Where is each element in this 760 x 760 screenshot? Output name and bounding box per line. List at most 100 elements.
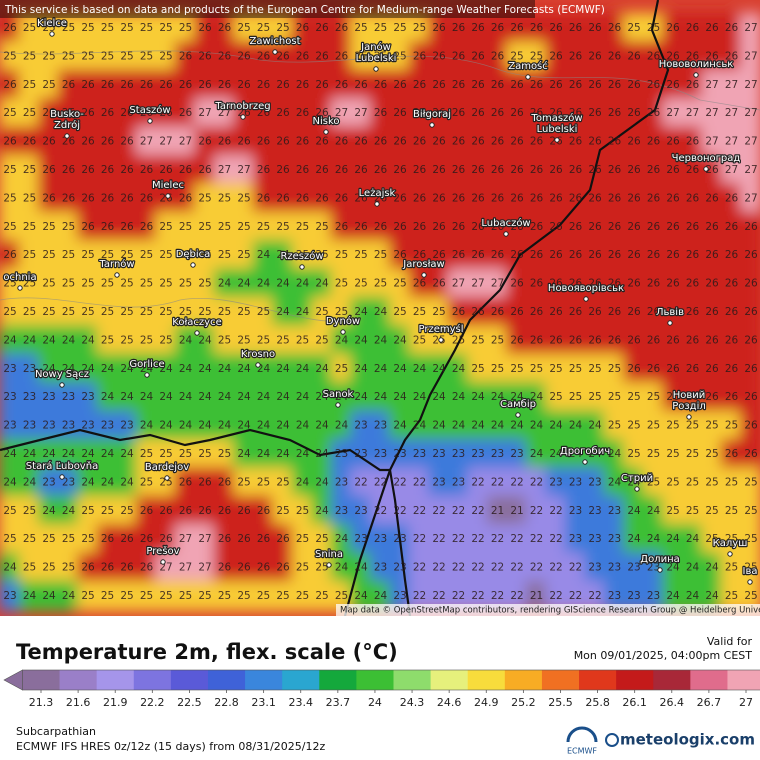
temperature-value: 24 — [354, 590, 368, 602]
temperature-value: 26 — [569, 249, 583, 261]
temperature-value: 24 — [530, 448, 544, 460]
temperature-value: 24 — [354, 334, 368, 346]
temperature-value: 27 — [744, 22, 757, 34]
temperature-value: 24 — [374, 590, 388, 602]
temperature-cell — [564, 296, 587, 328]
temperature-cell — [506, 296, 528, 328]
temperature-cell — [369, 296, 392, 328]
temperature-value: 25 — [276, 476, 289, 488]
temperature-value: 26 — [179, 79, 193, 91]
temperature-cell — [545, 154, 567, 186]
temperature-value: 25 — [257, 590, 270, 602]
temperature-cell — [720, 268, 743, 299]
brand[interactable]: meteologix.com — [620, 731, 755, 749]
temperature-value: 26 — [471, 164, 485, 176]
temperature-cell — [389, 467, 411, 498]
temperature-cell — [720, 410, 743, 441]
temperature-value: 24 — [101, 448, 115, 460]
temperature-value: 26 — [159, 505, 173, 517]
temperature-cell — [18, 296, 41, 328]
temperature-cell — [18, 580, 41, 612]
temperature-value: 23 — [452, 476, 465, 488]
temperature-value: 26 — [705, 50, 719, 62]
temperature-cell — [389, 268, 411, 299]
temperature-value: 27 — [666, 107, 679, 119]
temperature-cell — [155, 325, 177, 356]
temperature-value: 24 — [608, 476, 622, 488]
temperature-cell — [77, 467, 99, 498]
temperature-cell — [623, 325, 645, 356]
temperature-cell — [0, 211, 21, 242]
temperature-cell — [408, 325, 431, 356]
temperature-value: 26 — [491, 22, 505, 34]
temperature-value: 25 — [705, 448, 718, 460]
temperature-value: 24 — [452, 391, 466, 403]
temperature-value: 26 — [510, 164, 524, 176]
temperature-value: 25 — [315, 306, 328, 318]
temperature-cell — [252, 126, 275, 157]
temperature-cell — [701, 12, 723, 44]
temperature-value: 22 — [452, 533, 465, 545]
temperature-value: 26 — [666, 334, 680, 346]
temperature-value: 22 — [569, 590, 582, 602]
temperature-cell — [174, 552, 197, 583]
temperature-cell — [603, 410, 626, 441]
temperature-cell — [174, 467, 197, 498]
temperature-cell — [701, 296, 723, 328]
temperature-value: 26 — [588, 306, 602, 318]
temperature-value: 26 — [666, 306, 680, 318]
temperature-value: 25 — [3, 107, 16, 119]
temperature-cell — [252, 268, 275, 299]
temperature-cell — [545, 410, 567, 441]
temperature-cell — [116, 12, 138, 44]
temperature-value: 24 — [276, 306, 290, 318]
temperature-value: 26 — [608, 192, 622, 204]
temperature-value: 27 — [744, 192, 757, 204]
temperature-value: 26 — [296, 164, 310, 176]
temperature-value: 24 — [393, 391, 407, 403]
temperature-cell — [18, 325, 41, 356]
temperature-value: 25 — [744, 476, 757, 488]
temperature-value: 24 — [179, 420, 193, 432]
temperature-value: 26 — [237, 50, 251, 62]
temperature-value: 26 — [101, 221, 115, 233]
temperature-value: 25 — [140, 249, 153, 261]
colorbar-segment — [727, 670, 760, 690]
temperature-cell — [18, 268, 41, 299]
temperature-value: 22 — [374, 476, 387, 488]
temperature-value: 22 — [432, 505, 445, 517]
temperature-cell — [447, 211, 470, 242]
temperature-value: 24 — [81, 334, 95, 346]
temperature-value: 26 — [510, 22, 524, 34]
city-dot — [165, 193, 171, 199]
temperature-cell — [252, 410, 275, 441]
temperature-value: 26 — [588, 136, 602, 148]
temperature-cell — [408, 524, 431, 555]
temperature-cell — [135, 467, 158, 498]
temperature-cell — [135, 41, 158, 72]
temperature-cell — [389, 154, 411, 186]
temperature-cell — [603, 41, 626, 72]
temperature-cell — [77, 552, 99, 583]
temperature-value: 25 — [276, 590, 289, 602]
temperature-cell — [564, 268, 587, 299]
temperature-value: 26 — [179, 505, 193, 517]
temperature-cell — [701, 438, 723, 470]
temperature-cell — [174, 580, 197, 612]
temperature-value: 25 — [62, 221, 75, 233]
temperature-value: 25 — [335, 278, 348, 290]
temperature-cell — [623, 524, 645, 555]
region-name: Subcarpathian — [16, 725, 96, 738]
temperature-cell — [662, 552, 684, 583]
temperature-cell — [369, 410, 392, 441]
temperature-cell — [330, 126, 353, 157]
temperature-cell — [545, 438, 567, 470]
temperature-cell — [233, 126, 255, 157]
temperature-value: 26 — [705, 306, 719, 318]
temperature-cell — [681, 69, 704, 100]
temperature-cell — [545, 183, 567, 214]
temperature-cell — [272, 524, 294, 555]
temperature-value: 23 — [3, 420, 16, 432]
temperature-cell — [0, 296, 21, 328]
temperature-cell — [642, 240, 665, 271]
